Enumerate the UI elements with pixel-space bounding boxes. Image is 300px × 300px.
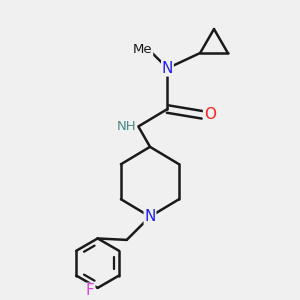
Text: N: N — [144, 209, 156, 224]
Text: Me: Me — [133, 43, 152, 56]
Text: N: N — [162, 61, 173, 76]
Text: O: O — [204, 107, 216, 122]
Text: F: F — [86, 283, 95, 298]
Text: NH: NH — [117, 120, 136, 133]
